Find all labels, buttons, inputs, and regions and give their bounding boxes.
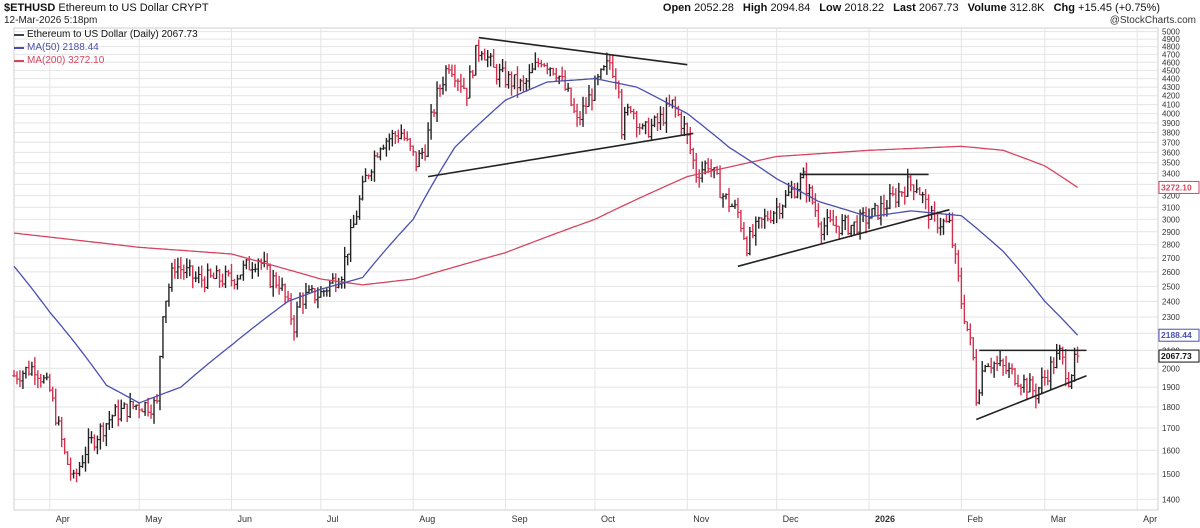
y-tick-label: 3200 (1162, 192, 1180, 201)
volume-value: 312.8K (1009, 2, 1045, 14)
trendline (427, 132, 694, 178)
y-tick-label: 2700 (1162, 254, 1180, 263)
y-tick-label: 3000 (1162, 215, 1180, 224)
x-tick-label: Feb (967, 514, 983, 524)
open-value: 2052.28 (694, 2, 734, 14)
legend-ma50: MA(50) 2188.44 (14, 41, 198, 54)
legend-ma200-label: MA(200) 3272.10 (27, 55, 105, 66)
last-label: Last (893, 2, 916, 14)
low-value: 2018.22 (844, 2, 885, 14)
last-value: 2067.73 (918, 2, 959, 14)
trendline (975, 374, 1087, 421)
y-tick-label: 2500 (1162, 282, 1180, 291)
y-tick-label: 3600 (1162, 148, 1180, 157)
instrument-name: Ethereum to US Dollar (58, 2, 169, 14)
y-tick-label: 3700 (1162, 138, 1180, 147)
y-tick-label: 4900 (1162, 35, 1180, 44)
y-tick-label: 1600 (1162, 446, 1180, 455)
axis-marker-box (1158, 180, 1200, 194)
y-tick-label: 1500 (1162, 470, 1180, 479)
y-tick-label: 4600 (1162, 58, 1180, 67)
y-tick-label: 4300 (1162, 83, 1180, 92)
x-tick-label: Aug (419, 514, 435, 524)
open-label: Open (662, 2, 692, 14)
y-tick-label: 4100 (1162, 101, 1180, 110)
x-tick-label: Apr (1143, 514, 1157, 524)
y-tick-label: 2000 (1162, 364, 1180, 373)
plot-frame (13, 27, 1159, 511)
y-tick-label: 3100 (1162, 203, 1180, 212)
y-tick-label: 2600 (1162, 268, 1180, 277)
legend-ma50-swatch (14, 46, 24, 49)
x-tick-label: Sep (512, 514, 528, 524)
axis-marker-label: 2067.73 (1161, 351, 1192, 361)
y-tick-label: 2800 (1162, 241, 1180, 250)
legend-ma200: MA(200) 3272.10 (14, 54, 198, 67)
axis-marker-label: 3272.10 (1161, 182, 1192, 192)
chart-title: $ETHUSD Ethereum to US Dollar CRYPT (4, 2, 209, 14)
y-tick-label: 1700 (1162, 424, 1180, 433)
y-tick-label: 4800 (1162, 43, 1180, 52)
y-tick-label: 2300 (1162, 313, 1180, 322)
change-label: Chg (1053, 2, 1075, 14)
axis-marker-box (1158, 328, 1200, 342)
axis-marker-label: 2188.44 (1161, 330, 1192, 340)
x-tick-label: Dec (783, 514, 800, 524)
x-tick-label: May (145, 514, 163, 524)
y-tick-label: 1900 (1162, 383, 1180, 392)
high-value: 2094.84 (770, 2, 811, 14)
low-label: Low (819, 2, 842, 14)
y-tick-label: 4400 (1162, 75, 1180, 84)
symbol: $ETHUSD (4, 2, 56, 14)
trendline (737, 208, 950, 268)
legend-ma50-label: MA(50) 2188.44 (27, 42, 99, 53)
y-tick-label: 1400 (1162, 495, 1180, 504)
x-tick-label: Apr (56, 514, 70, 524)
y-tick-label: 2900 (1162, 228, 1180, 237)
chart-datetime: 12-Mar-2026 5:18pm (4, 15, 98, 26)
legend-price-swatch (14, 33, 24, 36)
legend-price-label: Ethereum to US Dollar (Daily) 2067.73 (27, 29, 198, 40)
volume-label: Volume (967, 2, 1007, 14)
ma50-line (13, 77, 1079, 404)
legend-ma200-swatch (14, 59, 24, 62)
y-tick-label: 4500 (1162, 66, 1180, 75)
x-tick-label: Nov (693, 514, 710, 524)
y-tick-label: 3400 (1162, 169, 1180, 178)
ohlc-summary: Open 2052.28 High 2094.84 Low 2018.22 La… (657, 2, 1160, 14)
axis-marker-box (1158, 349, 1200, 363)
y-tick-label: 3500 (1162, 159, 1180, 168)
legend-price: Ethereum to US Dollar (Daily) 2067.73 (14, 28, 198, 41)
x-tick-label: 2026 (875, 514, 895, 524)
x-tick-label: Jun (237, 514, 252, 524)
y-tick-label: 4200 (1162, 92, 1180, 101)
y-tick-label: 1800 (1162, 403, 1180, 412)
exchange-label: CRYPT (171, 2, 209, 14)
x-tick-label: Jul (327, 514, 339, 524)
x-tick-label: Oct (601, 514, 616, 524)
trendline (478, 36, 688, 66)
chart-legend: Ethereum to US Dollar (Daily) 2067.73 MA… (14, 28, 198, 67)
y-tick-label: 3900 (1162, 119, 1180, 128)
ma200-line (13, 145, 1078, 286)
change-value: +15.45 (+0.75%) (1078, 2, 1160, 14)
y-tick-label: 3800 (1162, 128, 1180, 137)
y-tick-label: 5000 (1162, 28, 1180, 37)
brand-watermark: @StockCharts.com (1109, 15, 1196, 26)
y-tick-label: 4700 (1162, 50, 1180, 59)
x-tick-label: Mar (1051, 514, 1067, 524)
y-tick-label: 4000 (1162, 110, 1180, 119)
y-tick-label: 2400 (1162, 297, 1180, 306)
high-label: High (742, 2, 768, 14)
